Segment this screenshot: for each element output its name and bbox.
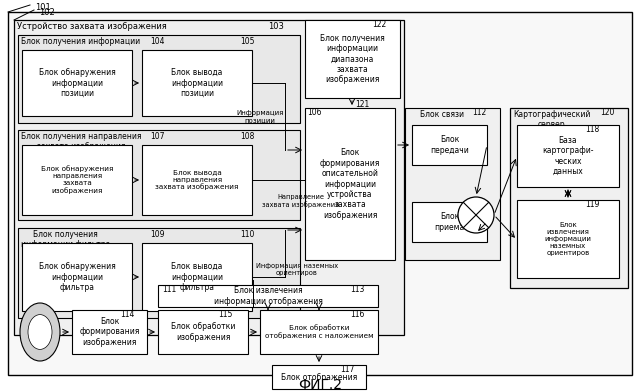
- Text: Блок получения
информации
диапазона
захвата
изображения: Блок получения информации диапазона захв…: [320, 34, 385, 84]
- Bar: [305, 108, 395, 260]
- Bar: [260, 310, 378, 354]
- Text: 121: 121: [355, 100, 369, 109]
- Bar: [412, 125, 487, 165]
- Bar: [272, 365, 366, 389]
- Ellipse shape: [20, 303, 60, 361]
- Bar: [158, 285, 378, 307]
- Text: 120: 120: [600, 108, 614, 117]
- Bar: [18, 130, 300, 220]
- Text: 117: 117: [340, 365, 355, 374]
- Text: Блок получения информации
позиции: Блок получения информации позиции: [21, 37, 140, 56]
- Bar: [18, 35, 300, 123]
- Bar: [142, 145, 252, 215]
- Text: 112: 112: [472, 108, 486, 117]
- Text: Блок
формирования
описательной
информации
устройства
захвата
изображения: Блок формирования описательной информаци…: [320, 148, 380, 220]
- Text: Блок обработки
отображения с наложением: Блок обработки отображения с наложением: [265, 325, 373, 339]
- Text: Блок вывода
информации
позиции: Блок вывода информации позиции: [171, 68, 223, 98]
- Text: Блок вывода
информации
фильтра: Блок вывода информации фильтра: [171, 262, 223, 292]
- Text: Блок отображения: Блок отображения: [281, 372, 357, 381]
- Bar: [305, 20, 400, 98]
- Text: 114: 114: [120, 310, 134, 319]
- Bar: [22, 50, 132, 116]
- Bar: [142, 50, 252, 116]
- Text: 108: 108: [240, 132, 254, 141]
- Bar: [405, 108, 500, 260]
- Text: 111: 111: [162, 285, 176, 294]
- Text: Блок обнаружения
информации
фильтра: Блок обнаружения информации фильтра: [38, 262, 115, 292]
- Text: Информация наземных
ориентиров: Информация наземных ориентиров: [256, 263, 338, 276]
- Bar: [72, 310, 147, 354]
- Text: 118: 118: [585, 125, 599, 134]
- Text: Информация
позиции: Информация позиции: [236, 110, 284, 123]
- Text: Блок получения
информации фильтра: Блок получения информации фильтра: [21, 230, 110, 249]
- Text: Блок получения направления
захвата изображения: Блок получения направления захвата изобр…: [21, 132, 141, 151]
- Text: Направление
захвата изображения: Направление захвата изображения: [262, 194, 339, 208]
- Text: 116: 116: [350, 310, 364, 319]
- Text: 109: 109: [150, 230, 164, 239]
- Text: 105: 105: [240, 37, 255, 46]
- Bar: [158, 310, 248, 354]
- Bar: [14, 20, 404, 335]
- Bar: [517, 125, 619, 187]
- Bar: [22, 145, 132, 215]
- Text: Картографический
сервер: Картографический сервер: [513, 110, 590, 129]
- Bar: [18, 228, 300, 318]
- Bar: [510, 108, 628, 288]
- Text: 119: 119: [585, 200, 600, 209]
- Text: Блок связи: Блок связи: [420, 110, 464, 119]
- Text: Устройство захвата изображения: Устройство захвата изображения: [17, 22, 167, 31]
- Text: 102: 102: [39, 8, 55, 17]
- Ellipse shape: [28, 315, 52, 349]
- Text: 110: 110: [240, 230, 254, 239]
- Bar: [142, 243, 252, 311]
- Text: 101: 101: [35, 3, 51, 12]
- Text: 103: 103: [268, 22, 284, 31]
- Text: 113: 113: [350, 285, 364, 294]
- Text: Блок
приема: Блок приема: [435, 212, 465, 232]
- Text: 107: 107: [150, 132, 164, 141]
- Bar: [412, 202, 487, 242]
- Text: 115: 115: [218, 310, 232, 319]
- Bar: [517, 200, 619, 278]
- Circle shape: [458, 197, 494, 233]
- Text: 122: 122: [372, 20, 387, 29]
- Text: Блок
передачи: Блок передачи: [430, 135, 469, 155]
- Text: Блок вывода
направления
захвата изображения: Блок вывода направления захвата изображе…: [156, 169, 239, 191]
- Text: База
картографи-
ческих
данных: База картографи- ческих данных: [542, 136, 594, 176]
- Text: Блок обнаружения
направления
захвата
изображения: Блок обнаружения направления захвата изо…: [41, 165, 113, 194]
- Bar: [22, 243, 132, 311]
- Text: 106: 106: [307, 108, 321, 117]
- Text: Блок обработки
изображения: Блок обработки изображения: [171, 322, 235, 342]
- Text: Блок
извлечения
информации
наземных
ориентиров: Блок извлечения информации наземных орие…: [545, 222, 591, 256]
- Text: Блок
формирования
изображения: Блок формирования изображения: [79, 317, 140, 347]
- Text: 104: 104: [150, 37, 164, 46]
- Text: Блок обнаружения
информации
позиции: Блок обнаружения информации позиции: [38, 68, 115, 98]
- Text: ФИГ.2: ФИГ.2: [298, 378, 342, 392]
- Text: Блок извлечения
информации отображения: Блок извлечения информации отображения: [214, 286, 323, 306]
